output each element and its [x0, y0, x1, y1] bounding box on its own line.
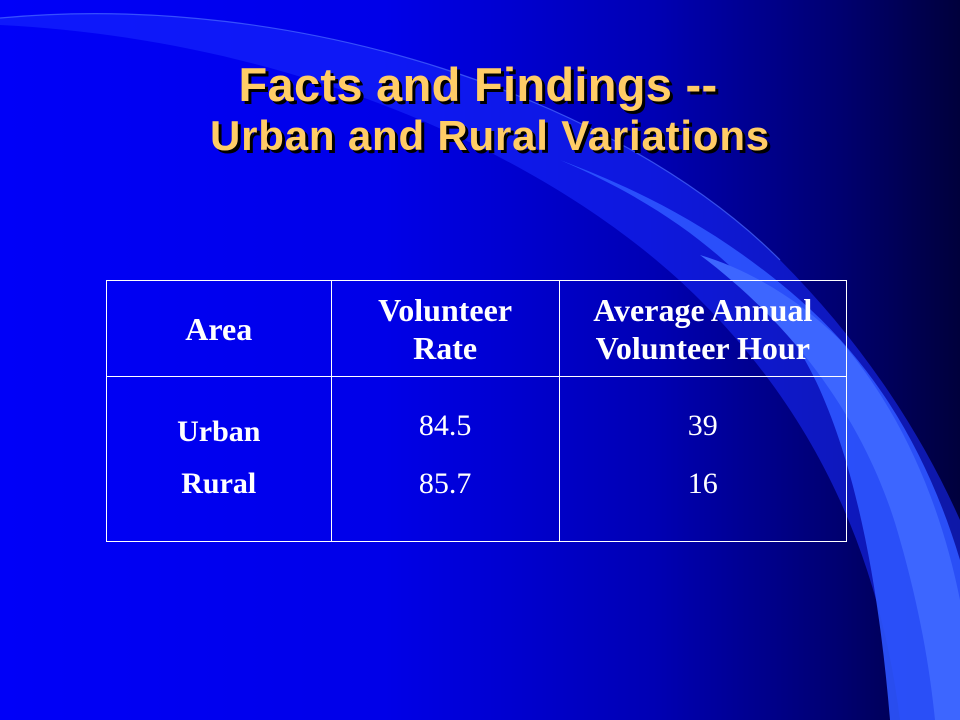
facts-table: Area Volunteer Rate Average Annual Volun… [106, 280, 848, 542]
header-area-label: Area [185, 310, 253, 347]
header-rate-line-2: Rate [413, 329, 478, 366]
area-urban: Urban [177, 415, 261, 448]
header-volunteer-rate: Volunteer Rate [330, 280, 560, 377]
header-rate-line-1: Volunteer [378, 291, 513, 328]
slide-title: Facts and Findings -- Urban and Rural Va… [0, 58, 960, 160]
hours-rural: 16 [687, 467, 718, 500]
rate-rural: 85.7 [418, 467, 472, 500]
header-hours-line-2: Volunteer Hour [595, 329, 810, 366]
slide-title-line-2: Urban and Rural Variations [210, 112, 770, 160]
area-cell: Urban Rural [106, 376, 332, 542]
header-annual-hours: Average Annual Volunteer Hour [558, 280, 848, 377]
hours-cell: 39 16 [558, 376, 848, 542]
rate-urban: 84.5 [418, 409, 472, 442]
slide-title-line-1: Facts and Findings -- [238, 58, 718, 111]
hours-urban: 39 [687, 409, 718, 442]
table-header-row: Area Volunteer Rate Average Annual Volun… [106, 280, 848, 377]
header-area: Area [106, 280, 332, 377]
rate-cell: 84.5 85.7 [330, 376, 560, 542]
header-hours-line-1: Average Annual [593, 291, 813, 328]
area-rural: Rural [181, 467, 257, 500]
table-body-row: Urban Rural 84.5 85.7 39 16 [106, 376, 848, 542]
